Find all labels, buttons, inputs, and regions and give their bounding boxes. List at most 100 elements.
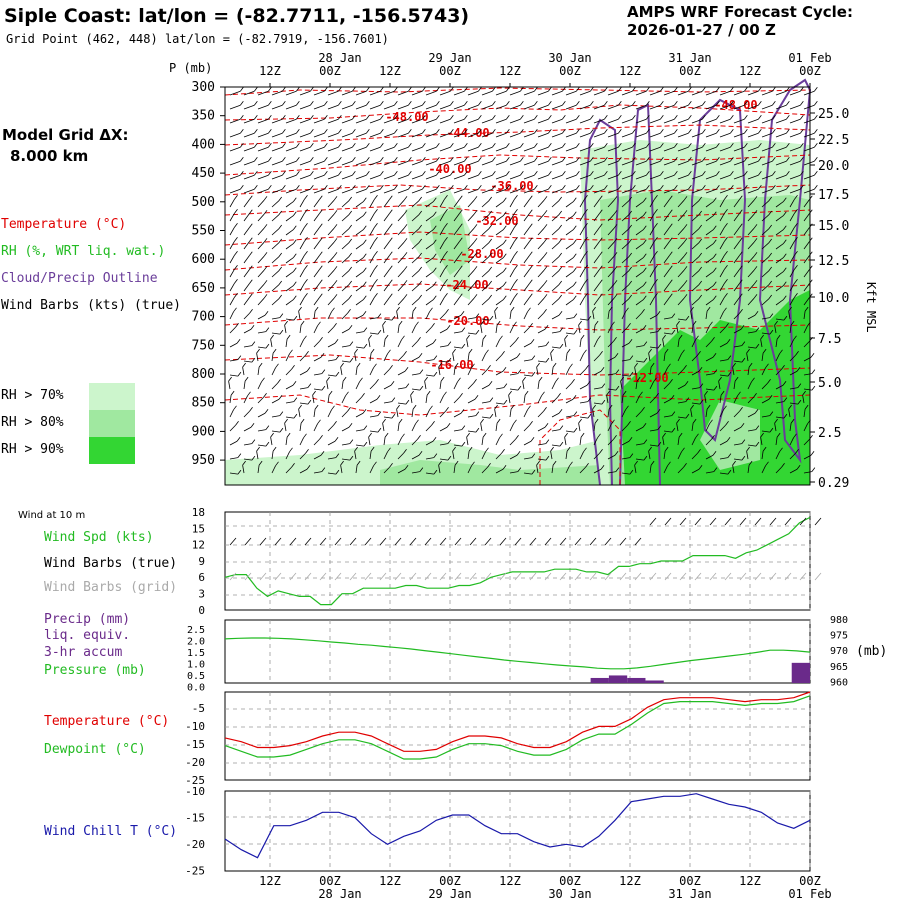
wind-barb: [593, 199, 600, 208]
wind-barb-flag: [447, 439, 452, 444]
wind-barb: [691, 354, 698, 362]
grid-wind-barb: [469, 572, 477, 581]
wind-barb-flag: [278, 294, 283, 300]
wind-barb: [257, 381, 262, 390]
wind-barb-flag: [534, 156, 538, 162]
wind-barb: [257, 270, 265, 278]
wind-barb: [369, 199, 375, 208]
wind-barb: [439, 458, 448, 461]
wind-barb-flag: [786, 114, 790, 120]
wind-barb-flag: [362, 311, 367, 316]
wind-barb: [747, 188, 759, 194]
pressure-tick-label-right: 970: [830, 646, 848, 657]
wind-barb: [635, 271, 644, 278]
surface-wind-barb: [424, 537, 432, 546]
wind-barb-flag: [632, 128, 636, 134]
cloud-outline-4: [758, 78, 812, 464]
wind-barb-flag: [768, 210, 773, 216]
wind-barb: [313, 213, 320, 222]
wind-barb: [453, 465, 456, 474]
grid-wind-barb: [544, 572, 552, 581]
wind-barb: [285, 285, 294, 292]
wind-barb-flag: [755, 327, 760, 332]
wind-barb: [355, 444, 364, 447]
wind-barb: [424, 381, 427, 390]
wind-barb-flag: [629, 355, 634, 360]
wind-barb: [439, 345, 448, 348]
wind-barb: [383, 174, 395, 180]
wind-barb: [733, 213, 740, 222]
wind-barb: [761, 332, 770, 335]
wind-barb-flag: [286, 432, 291, 438]
wind-barb: [705, 340, 712, 348]
wind-barb: [257, 132, 269, 138]
wind-barb: [774, 423, 777, 432]
wind-barb-flag: [377, 313, 382, 318]
wind-barb: [257, 228, 265, 236]
pressure-unit-label: (mb): [856, 644, 888, 659]
precip-tick-label: 2.5: [187, 625, 205, 636]
grid-wind-barb: [619, 572, 627, 581]
wind-barb-flag: [584, 292, 588, 298]
wind-barb: [607, 409, 610, 418]
wind-barb-flag: [489, 413, 494, 419]
wind-barb-flag: [650, 362, 655, 368]
wind-barb: [747, 256, 755, 264]
wind-barb-flag: [485, 447, 489, 453]
wind-barb-flag: [655, 393, 659, 398]
wind-barb-flag: [263, 224, 268, 229]
wind-barb: [523, 326, 530, 334]
wind-barb: [621, 90, 633, 96]
wind-barb: [481, 146, 493, 152]
wind-barb-flag: [790, 320, 795, 326]
wind-barb: [649, 174, 661, 180]
wind-barb-flag: [772, 170, 776, 176]
wind-barb: [719, 359, 728, 362]
wind-barb: [439, 297, 445, 306]
wind-barb: [453, 132, 465, 138]
wind-barb: [578, 423, 581, 432]
wind-barb: [327, 326, 334, 334]
wind-barb-flag: [814, 170, 818, 176]
wind-barb: [495, 354, 502, 362]
wind-barb-flag: [520, 128, 524, 134]
wind-barb-flag: [531, 371, 536, 377]
pressure-tick-label: 900: [192, 424, 215, 439]
wind-barb: [733, 104, 745, 110]
wind-barb-flag: [380, 128, 384, 134]
wind-barb-flag: [723, 405, 727, 411]
wind-barb: [299, 227, 305, 236]
wind-barb: [761, 160, 773, 166]
wind-barb: [802, 395, 805, 404]
wind-barb: [733, 227, 740, 236]
wind-barb: [677, 228, 685, 236]
wind-barb: [607, 242, 615, 250]
wind-barb-flag: [724, 264, 728, 270]
cloud-outline-2: [619, 103, 661, 486]
wind-barb-flag: [240, 114, 244, 120]
wind-barb: [747, 396, 754, 404]
pressure-tick-label: 450: [192, 166, 215, 181]
date-label-bottom: 29 Jan: [428, 887, 471, 900]
wind-barb-flag: [559, 343, 564, 349]
wind-barb-flag: [698, 252, 703, 258]
wind-barb: [481, 90, 493, 96]
wind-barb-flag: [436, 170, 440, 176]
wind-barb-flag: [601, 383, 606, 388]
wind-barb-flag: [698, 367, 703, 372]
wind-barb: [285, 160, 297, 166]
wind-barb-flag: [335, 355, 340, 360]
page-title: Siple Coast: lat/lon = (-82.7711, -156.5…: [4, 5, 470, 27]
wind-barb-flag: [233, 405, 237, 411]
wind-barb: [775, 132, 787, 138]
height-tick-label: 2.5: [818, 426, 841, 441]
wind-barb-flag: [755, 441, 760, 447]
wind-barb: [411, 104, 423, 110]
wind-barb-flag: [604, 184, 608, 190]
wind-barb: [775, 466, 782, 474]
wind-barb-flag: [352, 128, 356, 134]
wind-barb-flag: [513, 419, 517, 425]
wind-barb-flag: [240, 184, 244, 190]
wind-barb-flag: [450, 142, 454, 148]
wind-barb-flag: [388, 251, 393, 256]
